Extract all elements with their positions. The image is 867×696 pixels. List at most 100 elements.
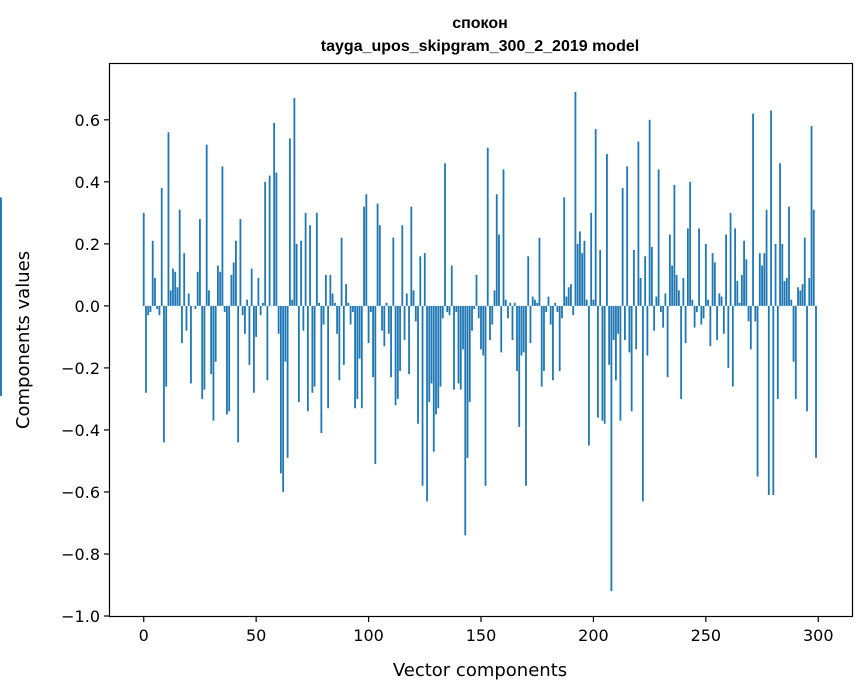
bar-296 xyxy=(808,277,811,306)
bar-73 xyxy=(306,305,309,412)
bar-219 xyxy=(635,305,638,350)
bar-250 xyxy=(704,243,707,306)
bar-32 xyxy=(214,305,217,362)
bar-184 xyxy=(556,305,559,313)
bar-56 xyxy=(268,175,271,306)
bar-282 xyxy=(776,305,779,399)
bar-71 xyxy=(302,305,305,331)
bar-108 xyxy=(385,302,388,306)
bar-147 xyxy=(473,305,476,309)
bar-144 xyxy=(466,305,469,458)
bar-193 xyxy=(576,243,579,306)
bar-136 xyxy=(448,305,451,316)
chart-subtitle: tayga_upos_skipgram_300_2_2019 model xyxy=(321,38,639,55)
bar-209 xyxy=(612,305,615,340)
bar-277 xyxy=(765,209,768,306)
bar-140 xyxy=(457,305,460,384)
bar-126 xyxy=(426,305,428,502)
bar-106 xyxy=(381,305,383,331)
bar-51 xyxy=(257,277,260,306)
x-tick-label: 200 xyxy=(578,626,609,645)
bar-295 xyxy=(806,305,808,412)
bar-18 xyxy=(183,253,186,306)
bar-46 xyxy=(246,299,249,306)
bar-284 xyxy=(781,243,784,306)
bar-62 xyxy=(282,305,285,492)
bar-240 xyxy=(682,277,685,306)
bar-13 xyxy=(172,268,174,306)
x-axis-label: Vector components xyxy=(393,660,567,681)
bar-132 xyxy=(439,305,442,387)
bar-171 xyxy=(527,256,530,306)
bar-237 xyxy=(675,274,678,306)
bar-160 xyxy=(502,169,505,306)
bar-63 xyxy=(284,305,287,362)
bar-85 xyxy=(333,302,336,306)
y-tick-label: 0.2 xyxy=(75,235,100,254)
bar-121 xyxy=(414,305,417,322)
bar-198 xyxy=(588,305,590,446)
bar-207 xyxy=(608,305,611,365)
bar-118 xyxy=(408,305,410,375)
bar-77 xyxy=(315,212,318,306)
bar-202 xyxy=(597,305,599,418)
bar-undefined xyxy=(0,305,2,396)
bar-94 xyxy=(354,305,356,409)
bar-174 xyxy=(534,299,536,306)
bar-241 xyxy=(684,305,687,344)
bar-153 xyxy=(486,147,489,306)
bar-276 xyxy=(763,253,766,306)
bar-75 xyxy=(311,305,314,393)
bar-204 xyxy=(601,305,604,421)
bar-124 xyxy=(421,305,424,486)
bar-226 xyxy=(650,246,653,306)
bar-31 xyxy=(212,305,215,421)
bar-201 xyxy=(594,129,597,306)
y-tick-label: −0.4 xyxy=(61,421,100,440)
bar-139 xyxy=(455,305,458,313)
bar-170 xyxy=(525,305,527,486)
bar-4 xyxy=(151,240,154,306)
bar-218 xyxy=(633,250,635,306)
bar-98 xyxy=(363,206,365,306)
bar-267 xyxy=(743,240,745,306)
bar-undefined xyxy=(0,197,2,306)
bar-261 xyxy=(729,212,732,306)
bar-234 xyxy=(668,234,671,306)
bar-181 xyxy=(549,305,552,325)
bar-47 xyxy=(248,305,251,365)
bar-249 xyxy=(702,305,705,319)
bar-58 xyxy=(273,122,276,306)
x-tick-label: 100 xyxy=(353,626,384,645)
bar-64 xyxy=(286,305,289,458)
bar-12 xyxy=(169,290,172,306)
bar-285 xyxy=(783,281,786,306)
bar-167 xyxy=(518,305,521,427)
bar-217 xyxy=(630,305,633,412)
y-axis-ticks: −1.0 −0.8 −0.6 −0.4 −0.2 0.0 0.2 0.4 0.6 xyxy=(61,111,110,626)
bar-23 xyxy=(194,305,197,309)
bar-35 xyxy=(221,166,224,306)
bar-109 xyxy=(387,305,390,334)
bar-264 xyxy=(736,281,739,306)
bar-74 xyxy=(309,225,312,306)
bar-67 xyxy=(293,98,296,306)
bar-80 xyxy=(322,305,325,325)
bar-161 xyxy=(504,299,507,306)
bar-3 xyxy=(149,305,152,313)
bar-280 xyxy=(772,305,775,496)
bar-70 xyxy=(300,240,303,306)
bar-222 xyxy=(641,305,644,502)
bar-151 xyxy=(482,305,485,356)
bar-95 xyxy=(356,305,359,399)
bar-262 xyxy=(731,305,734,387)
bar-255 xyxy=(716,305,718,340)
bar-69 xyxy=(297,305,300,403)
bar-246 xyxy=(695,305,698,313)
bar-263 xyxy=(734,228,736,306)
bar-271 xyxy=(752,113,754,306)
bar-40 xyxy=(232,262,235,306)
bar-93 xyxy=(351,305,354,313)
